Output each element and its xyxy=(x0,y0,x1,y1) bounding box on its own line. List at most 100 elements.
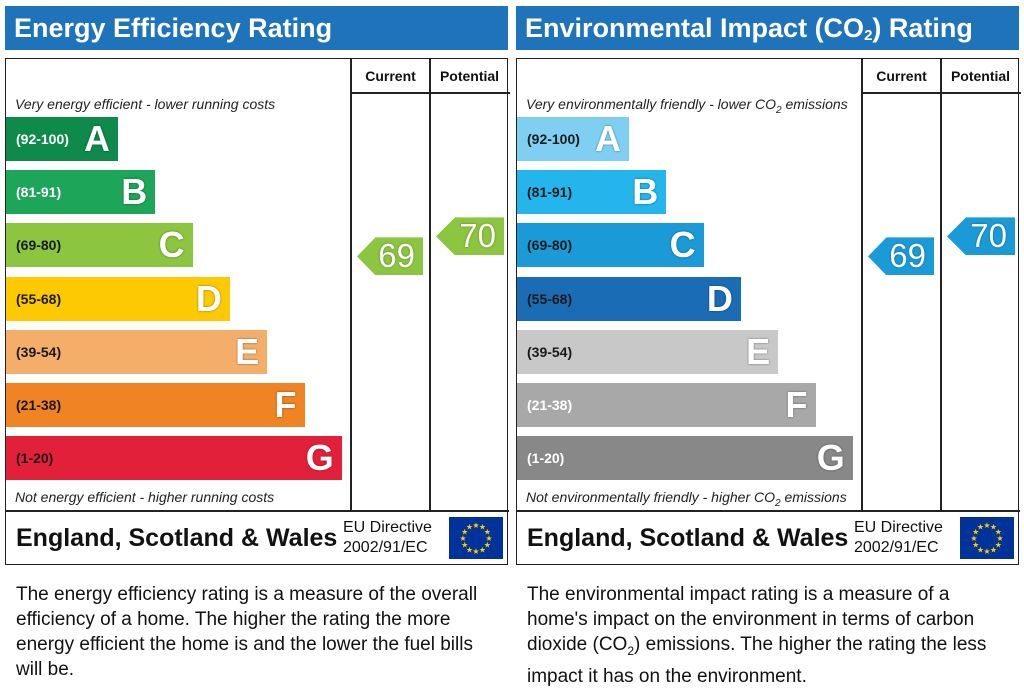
potential-column-header: Potential xyxy=(439,68,500,84)
description: The energy efficiency rating is a measur… xyxy=(16,584,478,680)
band-range-label: (55-68) xyxy=(527,290,573,307)
band-letter: C xyxy=(158,224,185,266)
potential-column-header: Potential xyxy=(950,68,1011,84)
rating-band-e: (39-54) E xyxy=(517,329,779,374)
eu-stars: ★ ★★★★★★★★★★★ xyxy=(459,521,492,556)
eu-directive: EU Directive 2002/91/EC xyxy=(854,518,943,558)
band-letter: E xyxy=(746,330,771,372)
environmental-impact-panel: Environmental Impact (CO2) Rating Curren… xyxy=(516,0,1023,687)
eu-star-icon: ★ xyxy=(977,545,984,554)
current-column-header: Current xyxy=(876,68,927,84)
eu-star-icon: ★ xyxy=(995,541,1002,550)
eu-star-icon: ★ xyxy=(461,541,468,550)
header-divider xyxy=(861,92,1021,94)
eu-directive: EU Directive 2002/91/EC xyxy=(343,518,432,558)
band-letter: A xyxy=(595,118,621,159)
footer-divider xyxy=(6,510,509,512)
eu-star-icon: ★ xyxy=(472,521,479,530)
potential-rating-arrow: 70 xyxy=(947,217,1015,256)
band-range-label: (55-68) xyxy=(16,290,62,307)
eu-flag-icon: ★ ★ ★ ★ ★ ★ ★ ★ ★ ★ ★ ★ xyxy=(960,517,1014,559)
rating-band-f: (21-38) F xyxy=(6,383,305,427)
eu-star-icon: ★ xyxy=(459,534,466,543)
band-letter: D xyxy=(706,277,733,319)
rating-band-e: (39-54) E xyxy=(6,329,268,374)
band-range-label: (81-91) xyxy=(16,184,62,201)
eu-star-icon: ★ xyxy=(977,523,984,532)
panel-title: Energy Efficiency Rating xyxy=(5,6,508,50)
band-range-label: (69-80) xyxy=(16,237,62,254)
directive-line-1: EU Directive xyxy=(343,519,432,536)
potential-rating-value: 70 xyxy=(459,217,496,255)
rating-band-b: (81-91) B xyxy=(517,170,667,215)
eu-star-icon: ★ xyxy=(472,547,479,556)
column-divider xyxy=(350,59,352,511)
eu-star-icon: ★ xyxy=(990,523,997,532)
eu-star-icon: ★ xyxy=(461,528,468,537)
current-rating-arrow: 69 xyxy=(357,237,423,276)
eu-star-icon: ★ xyxy=(479,523,486,532)
potential-rating-value: 70 xyxy=(970,217,1007,255)
current-rating-value: 69 xyxy=(378,237,415,275)
directive-line-2: 2002/91/EC xyxy=(854,539,939,556)
band-range-label: (21-38) xyxy=(16,397,62,413)
band-range-label: (92-100) xyxy=(16,131,69,147)
eu-star-icon: ★ xyxy=(970,534,977,543)
band-range-label: (92-100) xyxy=(527,131,580,147)
rating-band-f: (21-38) F xyxy=(517,383,816,427)
eu-star-icon: ★ xyxy=(983,521,990,530)
eu-star-icon: ★ xyxy=(990,545,997,554)
top-caption: Very environmentally friendly - lower CO… xyxy=(526,96,848,116)
directive-line-2: 2002/91/EC xyxy=(343,539,428,556)
band-letter: E xyxy=(235,330,260,372)
bottom-caption: Not energy efficient - higher running co… xyxy=(15,489,275,505)
column-divider xyxy=(940,59,942,511)
footer-divider xyxy=(517,510,1020,512)
description: The environmental impact rating is a mea… xyxy=(527,584,987,687)
eu-flag-icon: ★ ★ ★ ★ ★ ★ ★ ★ ★ ★ ★ ★ xyxy=(449,517,503,559)
band-letter: B xyxy=(632,171,659,213)
current-rating-arrow: 69 xyxy=(868,237,934,276)
rating-chart-frame: Current Potential Very environmentally f… xyxy=(516,58,1021,565)
eu-star-icon: ★ xyxy=(484,541,491,550)
eu-star-icon: ★ xyxy=(972,528,979,537)
band-range-label: (39-54) xyxy=(527,343,573,360)
band-letter: A xyxy=(84,118,110,159)
region-label: England, Scotland & Wales xyxy=(527,524,849,552)
rating-chart-frame: Current Potential Very energy efficient … xyxy=(5,58,510,565)
band-range-label: (1-20) xyxy=(527,450,565,467)
header-divider xyxy=(350,92,510,94)
rating-band-d: (55-68) D xyxy=(6,276,230,321)
band-letter: F xyxy=(274,384,297,425)
band-range-label: (81-91) xyxy=(527,184,573,201)
title-text: Energy Efficiency Rating xyxy=(14,13,333,43)
title-text: Environmental Impact (CO2) Rating xyxy=(525,13,973,44)
band-range-label: (21-38) xyxy=(527,397,573,413)
eu-star-icon: ★ xyxy=(485,534,492,543)
band-letter: G xyxy=(816,437,845,479)
band-range-label: (39-54) xyxy=(16,343,62,360)
band-range-label: (1-20) xyxy=(16,450,54,467)
eu-star-icon: ★ xyxy=(479,545,486,554)
eu-star-icon: ★ xyxy=(983,547,990,556)
directive-line-1: EU Directive xyxy=(854,519,943,536)
potential-rating-arrow: 70 xyxy=(436,217,504,256)
current-rating-value: 69 xyxy=(889,237,926,275)
panel-title: Environmental Impact (CO2) Rating xyxy=(516,6,1019,50)
eu-star-icon: ★ xyxy=(466,523,473,532)
eu-star-icon: ★ xyxy=(996,534,1003,543)
eu-star-icon: ★ xyxy=(972,541,979,550)
region-label: England, Scotland & Wales xyxy=(16,524,338,552)
eu-star-icon: ★ xyxy=(484,528,491,537)
rating-band-b: (81-91) B xyxy=(6,170,156,215)
band-letter: G xyxy=(305,437,334,479)
rating-band-c: (69-80) C xyxy=(517,223,704,268)
bottom-caption: Not environmentally friendly - higher CO… xyxy=(526,489,847,509)
eu-star-icon: ★ xyxy=(995,528,1002,537)
current-column-header: Current xyxy=(365,68,416,84)
rating-band-d: (55-68) D xyxy=(517,276,741,321)
band-letter: C xyxy=(669,224,696,266)
rating-band-c: (69-80) C xyxy=(6,223,193,268)
rating-band-a: (92-100) A xyxy=(6,117,118,161)
band-letter: F xyxy=(785,384,808,425)
